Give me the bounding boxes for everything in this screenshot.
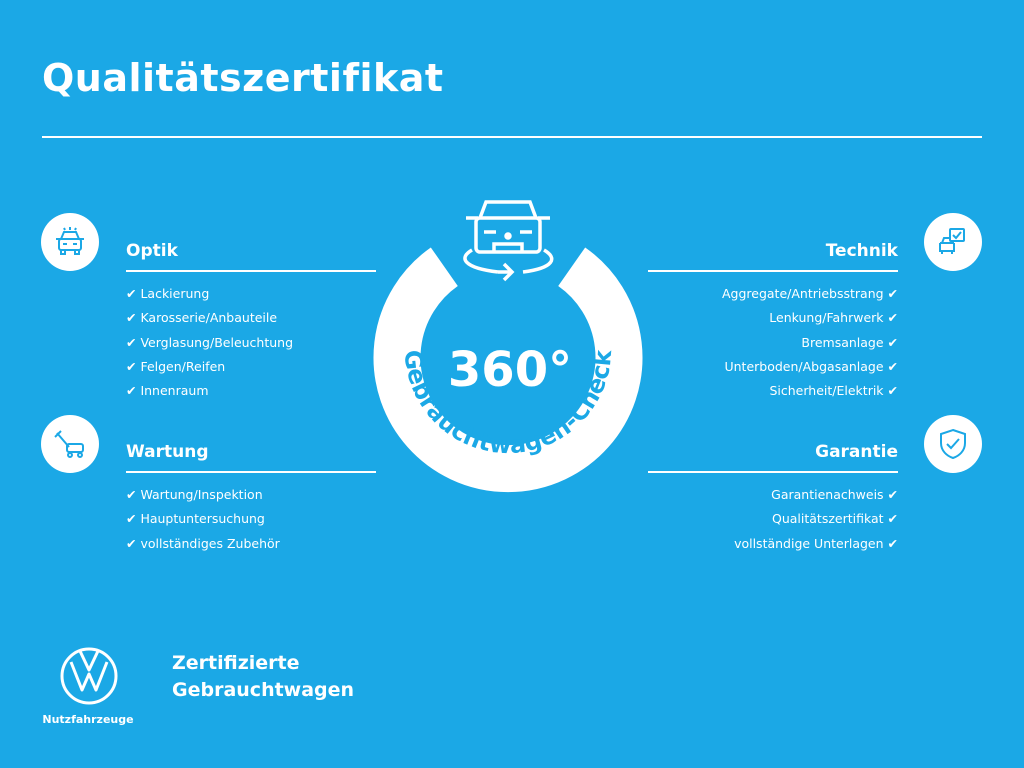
footer-line: Gebrauchtwagen: [172, 679, 355, 701]
list-item: Qualitätszertifikat ✔: [771, 511, 898, 527]
title-divider: [42, 136, 982, 138]
checklist-car-icon: [924, 213, 982, 271]
section-heading: Wartung: [126, 442, 209, 462]
section-technik: Technik Aggregate/Antriebsstrang ✔ Lenku…: [648, 238, 898, 403]
list-item: Garantienachweis ✔: [771, 487, 898, 502]
list-item: Lenkung/Fahrwerk ✔: [769, 310, 898, 326]
car-rotate-icon: [463, 200, 554, 282]
footer-line: Zertifizierte: [172, 652, 300, 674]
section-garantie: Garantie Garantienachweis ✔ Qualitätszer…: [648, 439, 898, 556]
footer-claim: Zertifizierte Gebrauchtwagen: [172, 650, 354, 704]
section-heading: Technik: [825, 241, 898, 261]
section-divider: [126, 270, 376, 272]
list-item: ✔ Verglasung/Beleuchtung: [126, 334, 294, 350]
list-item: ✔ vollständiges Zubehör: [126, 535, 280, 551]
360-check-badge: Gebrauchtwagen-Check 360°: [373, 200, 643, 493]
page-title: Qualitätszertifikat: [42, 56, 444, 100]
list-item: Unterboden/Abgasanlage ✔: [724, 358, 898, 374]
list-item: ✔ Karosserie/Anbauteile: [126, 310, 278, 326]
service-tools-icon: [41, 415, 99, 473]
section-divider: [648, 270, 898, 272]
list-item: Aggregate/Antriebsstrang ✔: [721, 286, 898, 301]
list-item: ✔ Innenraum: [126, 383, 209, 399]
shield-check-icon: [924, 415, 982, 473]
section-wartung: Wartung ✔ Wartung/Inspektion ✔ Hauptunte…: [126, 439, 376, 556]
360-label: 360°: [448, 342, 572, 398]
section-optik: Optik ✔ Lackierung ✔ Karosserie/Anbautei…: [126, 238, 376, 403]
section-divider: [648, 471, 898, 473]
list-item: Bremsanlage ✔: [801, 334, 898, 350]
list-item: ✔ Lackierung: [126, 286, 210, 301]
section-divider: [126, 471, 376, 473]
car-front-icon: [41, 213, 99, 271]
list-item: ✔ Wartung/Inspektion: [126, 487, 263, 502]
list-item: ✔ Felgen/Reifen: [126, 358, 226, 374]
ring-arc: [373, 247, 643, 493]
list-item: ✔ Hauptuntersuchung: [126, 511, 265, 527]
list-item: vollständige Unterlagen ✔: [734, 535, 898, 551]
section-heading: Garantie: [815, 442, 898, 462]
vw-logo: [60, 647, 118, 705]
section-heading: Optik: [126, 241, 178, 261]
brand-subtitle: Nutzfahrzeuge: [42, 713, 134, 726]
list-item: Sicherheit/Elektrik ✔: [769, 383, 898, 399]
